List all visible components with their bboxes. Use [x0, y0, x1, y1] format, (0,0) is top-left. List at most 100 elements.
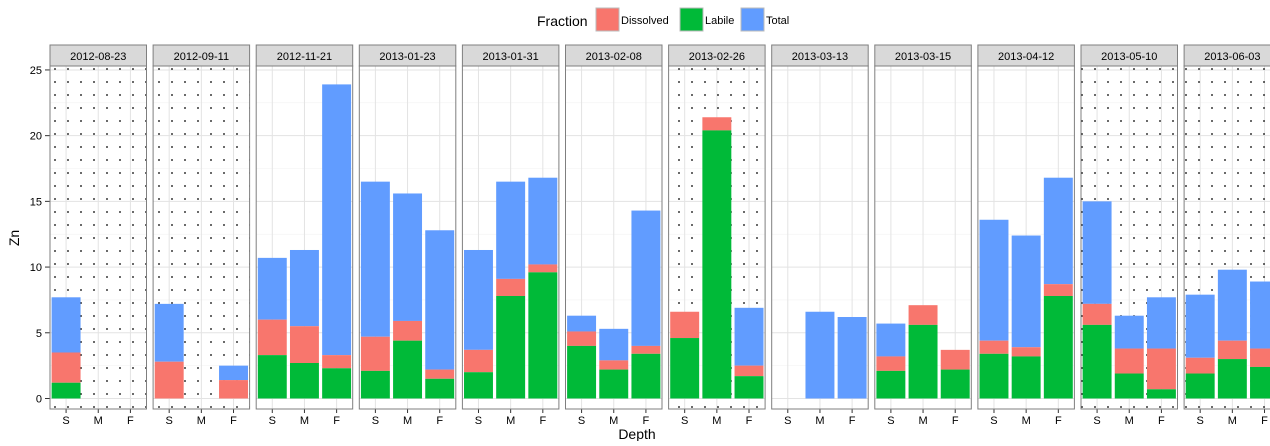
- x-axis-label: Depth: [618, 426, 655, 441]
- bar-total-S: [257, 257, 287, 320]
- bar-dissolved-F: [1043, 284, 1073, 296]
- facet-strip-label: 2012-08-23: [70, 51, 126, 63]
- bar-total-M: [805, 311, 835, 399]
- bar-dissolved-F: [322, 355, 352, 369]
- x-tick-label: F: [643, 415, 650, 427]
- y-tick-label: 5: [36, 328, 42, 340]
- legend-entry-total: Total: [740, 7, 789, 32]
- x-tick-label: M: [1022, 415, 1031, 427]
- facet-strip-group: 2013-03-15 S M F: [874, 44, 972, 427]
- x-tick-label: F: [1158, 415, 1165, 427]
- bar-total-F: [1250, 281, 1270, 349]
- panel-border: [358, 65, 457, 410]
- panel-border: [152, 65, 251, 410]
- bar-total-S: [464, 249, 493, 350]
- facet-strip-group: 2013-02-26 S M F: [668, 44, 766, 427]
- bar-total-M: [599, 328, 629, 361]
- bar-dissolved-F: [1146, 348, 1176, 390]
- bar-total-F: [734, 307, 764, 366]
- legend-entry-labile: Labile: [679, 7, 734, 32]
- x-tick-label: M: [1125, 415, 1134, 427]
- bar-dissolved-S: [51, 352, 81, 383]
- legend-swatch-labile: [679, 7, 704, 32]
- bar-dissolved-F: [631, 345, 661, 354]
- bar-dissolved-S: [670, 311, 700, 339]
- x-tick-label: F: [849, 415, 856, 427]
- legend-label-total: Total: [766, 15, 789, 27]
- bar-labile-S: [257, 355, 287, 399]
- x-tick-label: M: [815, 415, 824, 427]
- legend-swatch-total: [740, 7, 765, 32]
- bar-labile-M: [908, 324, 938, 399]
- bar-total-M: [1217, 269, 1247, 341]
- x-tick-label: S: [784, 415, 791, 427]
- bar-labile-F: [1043, 295, 1073, 399]
- x-tick-label: S: [990, 415, 997, 427]
- legend: Fraction Dissolved Labile Total: [537, 7, 789, 32]
- panel-border: [771, 65, 869, 410]
- bar-labile-S: [360, 370, 390, 399]
- bar-total-M: [1011, 235, 1041, 348]
- x-tick-label: M: [197, 415, 206, 427]
- bar-labile-M: [496, 295, 526, 399]
- bar-dissolved-M: [908, 305, 938, 325]
- x-tick-label: F: [539, 415, 546, 427]
- bar-dissolved-M: [1114, 348, 1144, 374]
- x-tick-label: M: [712, 415, 721, 427]
- bar-total-F: [528, 177, 558, 265]
- bar-dissolved-M: [1217, 340, 1247, 360]
- x-tick-label: M: [403, 415, 412, 427]
- x-tick-label: S: [372, 415, 379, 427]
- bar-labile-S: [464, 372, 493, 399]
- facet-strip-group: 2012-11-21 S M F: [255, 44, 354, 427]
- bar-total-F: [219, 365, 248, 381]
- panel-border: [874, 65, 972, 410]
- bar-dissolved-S: [1082, 303, 1112, 325]
- x-tick-label: S: [578, 415, 585, 427]
- x-tick-label: M: [506, 415, 515, 427]
- y-axis-label: Zn: [6, 230, 22, 246]
- bar-labile-F: [528, 272, 558, 399]
- bar-dissolved-F: [425, 369, 455, 379]
- x-tick-label: S: [62, 415, 69, 427]
- x-tick-label: F: [230, 415, 237, 427]
- x-tick-label: F: [333, 415, 340, 427]
- facet-strip-label: 2013-03-15: [895, 51, 951, 63]
- facet-strip-label: 2012-09-11: [174, 51, 229, 63]
- bar-total-S: [1082, 201, 1112, 304]
- bar-labile-S: [1082, 324, 1112, 399]
- bar-dissolved-S: [360, 336, 390, 371]
- facet-panel-2013-04-12: [977, 66, 1075, 409]
- bar-total-S: [51, 297, 81, 353]
- bar-dissolved-M: [289, 326, 319, 364]
- panel-border: [255, 65, 354, 410]
- y-tick-label: 20: [30, 131, 42, 143]
- x-tick-label: M: [1228, 415, 1237, 427]
- x-tick-label: S: [166, 415, 173, 427]
- facet-strip-label: 2012-11-21: [277, 51, 332, 63]
- y-tick-label: 0: [36, 393, 42, 405]
- bar-total-S: [567, 315, 597, 332]
- bar-dissolved-S: [464, 349, 493, 373]
- facet-strip-group: 2012-09-11 S M F: [152, 44, 251, 427]
- facet-strip-group: 2013-01-31 S M F: [461, 44, 560, 427]
- bar-dissolved-F: [528, 264, 558, 273]
- bar-labile-M: [599, 369, 629, 399]
- bar-labile-S: [876, 370, 906, 399]
- x-tick-label: M: [609, 415, 618, 427]
- x-tick-label: F: [127, 415, 134, 427]
- facet-panel-2013-05-10: [1081, 66, 1178, 409]
- legend-entry-dissolved: Dissolved: [595, 7, 669, 32]
- bar-labile-S: [1185, 373, 1215, 399]
- bar-total-S: [360, 181, 390, 337]
- bar-total-S: [154, 303, 184, 362]
- panel-border: [1183, 65, 1270, 410]
- bar-labile-F: [631, 353, 661, 399]
- panel-border: [1080, 65, 1178, 410]
- facet-strip-group: 2013-06-03 S M F: [1183, 44, 1270, 427]
- y-axis: 0 5 10 15 20 25: [30, 65, 50, 405]
- facet-panel-2013-01-23: [359, 66, 456, 409]
- facet-strip-group: 2013-04-12 S M F: [977, 44, 1075, 427]
